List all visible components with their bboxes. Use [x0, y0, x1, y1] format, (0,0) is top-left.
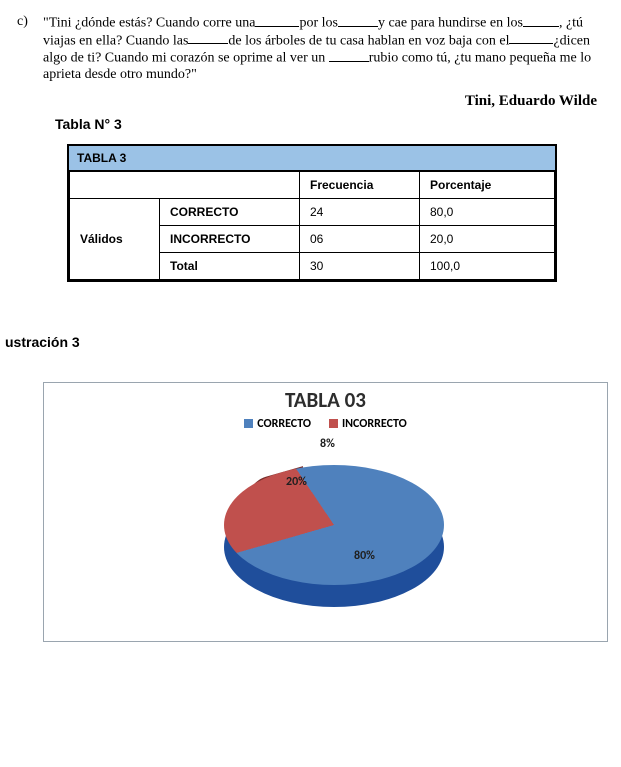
q-l2c: de los árboles de tu casa hablan en voz [228, 33, 445, 48]
table-header: TABLA 3 [69, 146, 555, 171]
q-l1b: por los [299, 16, 338, 31]
pie-top [224, 465, 444, 585]
legend-item: INCORRECTO [329, 417, 407, 431]
q-l1c: y cae para hundirse en [378, 16, 503, 31]
data-table: Frecuencia Porcentaje Válidos CORRECTO 2… [69, 171, 555, 280]
blank-5 [509, 32, 553, 45]
table-row: Válidos CORRECTO 24 80,0 [70, 198, 555, 225]
row-freq: 24 [300, 198, 420, 225]
author-line: Tini, Eduardo Wilde [5, 93, 601, 110]
blank-2 [338, 14, 378, 27]
row-freq: 30 [300, 252, 420, 279]
legend-label: CORRECTO [257, 417, 311, 431]
illustration-caption: ustración 3 [5, 334, 601, 350]
pie-chart-card: TABLA 03 CORRECTO INCORRECTO 8% 20% 80% [43, 382, 608, 642]
q-l1a: "Tini ¿dónde estás? Cuando corre una [43, 16, 255, 31]
blank-1 [255, 14, 299, 27]
chart-legend: CORRECTO INCORRECTO [44, 417, 607, 431]
row-label: INCORRECTO [160, 225, 300, 252]
q-l2a: los [507, 16, 523, 31]
blank-3 [523, 14, 559, 27]
row-pct: 20,0 [420, 225, 555, 252]
q-l3a: baja con el [449, 33, 510, 48]
pie-area: 8% 20% 80% [44, 431, 607, 617]
row-group: Válidos [70, 198, 160, 279]
question-letter: c) [17, 14, 33, 83]
table-caption: Tabla N° 3 [55, 116, 601, 132]
row-freq: 06 [300, 225, 420, 252]
chart-title: TABLA 03 [44, 387, 607, 413]
row-label: CORRECTO [160, 198, 300, 225]
slice-label-20: 20% [286, 475, 307, 489]
blank-6 [329, 49, 369, 62]
question-block: c) "Tini ¿dónde estás? Cuando corre una p… [5, 14, 601, 83]
legend-label: INCORRECTO [342, 417, 407, 431]
col-freq: Frecuencia [300, 171, 420, 198]
question-text: "Tini ¿dónde estás? Cuando corre una por … [43, 14, 601, 83]
slice-label-80: 80% [354, 549, 375, 563]
col-pct: Porcentaje [420, 171, 555, 198]
row-label: Total [160, 252, 300, 279]
chart-extra-label: 8% [320, 437, 335, 451]
table-3: TABLA 3 Frecuencia Porcentaje Válidos CO… [67, 144, 557, 282]
legend-swatch-icon [329, 419, 338, 428]
row-pct: 80,0 [420, 198, 555, 225]
blank-4 [188, 32, 228, 45]
row-pct: 100,0 [420, 252, 555, 279]
legend-item: CORRECTO [244, 417, 311, 431]
legend-swatch-icon [244, 419, 253, 428]
table-head-row: Frecuencia Porcentaje [70, 171, 555, 198]
